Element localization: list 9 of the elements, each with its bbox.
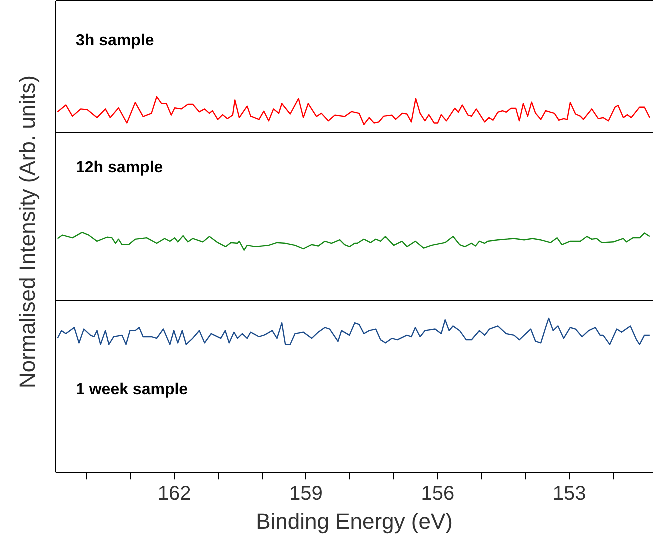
x-tick-label: 159 [290,483,323,506]
y-axis-title: Normalised Intensity (Arb. units) [15,76,41,388]
x-tick-label: 162 [158,483,192,506]
x-axis-title: Binding Energy (eV) [256,508,453,534]
text: 3h sample [76,32,154,50]
x-tick-label: 153 [552,483,586,506]
text: 12h sample [76,159,164,176]
x-tick-label: 156 [421,483,455,506]
text: 1 week sample [76,381,188,398]
